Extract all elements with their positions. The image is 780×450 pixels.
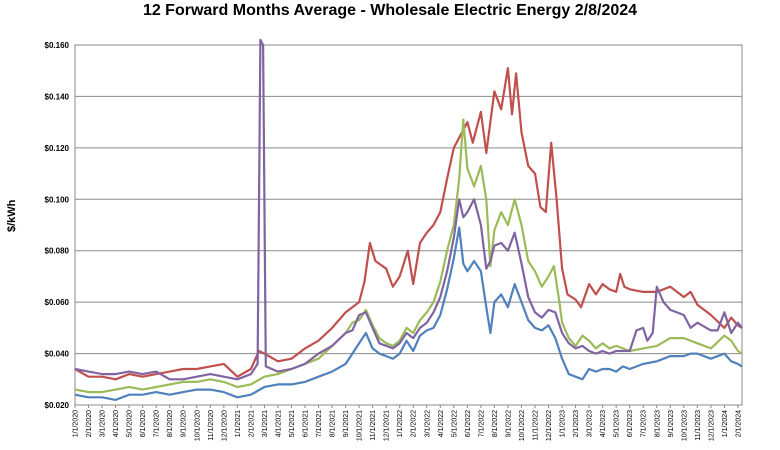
series-lines [74,38,743,401]
x-tick-label: 3/1/2020 [100,410,107,437]
y-tick-labels: $0.020 $0.040 $0.060 $0.080 $0.100 $0.120 $0.1… [45,41,70,410]
x-tick-label: 5/1/2021 [289,410,296,437]
x-tick-label: 12/1/2020 [221,410,228,441]
x-tick-label: 9/1/2020 [181,410,188,437]
x-tick-label: 3/1/2022 [424,410,431,437]
x-tick-label: 2/1/2024 [735,410,742,437]
x-tick-label: 1/1/2024 [722,410,729,437]
x-tick-label: 4/1/2021 [275,410,282,437]
series-line-3 [74,38,743,381]
x-tick-label: 9/1/2023 [668,410,675,437]
x-tick-label: 7/1/2023 [641,410,648,437]
x-tick-label: 8/1/2022 [492,410,499,437]
y-tick-label: $0.100 [45,195,70,204]
y-tick-label: $0.060 [45,298,70,307]
x-tick-label: 7/1/2020 [154,410,161,437]
y-tick-label: $0.160 [45,41,70,50]
x-tick-label: 10/1/2022 [519,410,526,441]
x-tick-labels: 1/1/2020 2/1/2020 3/1/2020 4/1/2020 5/1/2020… [73,405,742,441]
x-tick-label: 7/1/2022 [478,410,485,437]
x-tick-label: 6/1/2023 [627,410,634,437]
y-tick-label: $0.020 [45,401,70,410]
x-tick-label: 2/1/2021 [248,410,255,437]
series-line-2 [74,118,743,394]
series-line-4 [74,226,743,401]
x-tick-label: 2/1/2020 [86,410,93,437]
x-tick-label: 6/1/2021 [303,410,310,437]
y-tick-label: $0.040 [45,350,70,359]
x-tick-label: 2/1/2022 [411,410,418,437]
plot-area [74,44,743,406]
x-tick-label: 11/1/2023 [695,410,702,441]
chart-title: 12 Forward Months Average - Wholesale El… [142,2,638,19]
x-tick-label: 6/1/2022 [465,410,472,437]
x-tick-label: 6/1/2020 [140,410,147,437]
x-tick-label: 3/1/2021 [262,410,269,437]
x-tick-label: 11/1/2022 [533,410,540,441]
x-tick-label: 7/1/2021 [316,410,323,437]
x-tick-label: 10/1/2023 [681,410,688,441]
x-tick-label: 12/1/2021 [384,410,391,441]
x-tick-label: 1/1/2021 [235,410,242,437]
x-tick-label: 12/1/2023 [708,410,715,441]
x-tick-label: 4/1/2020 [113,410,120,437]
x-tick-label: 10/1/2021 [357,410,364,441]
x-tick-label: 4/1/2022 [438,410,445,437]
y-tick-label: $0.080 [45,247,70,256]
x-tick-label: 12/1/2022 [546,410,553,441]
x-tick-label: 4/1/2023 [600,410,607,437]
x-tick-label: 1/1/2020 [73,410,80,437]
x-tick-label: 8/1/2021 [330,410,337,437]
x-tick-label: 11/1/2020 [208,410,215,441]
series-line-1 [74,67,743,381]
x-tick-label: 2/1/2023 [573,410,580,437]
x-tick-label: 11/1/2021 [370,410,377,441]
x-tick-label: 5/1/2022 [451,410,458,437]
x-tick-label: 9/1/2021 [343,410,350,437]
y-tick-label: $0.120 [45,144,70,153]
x-tick-label: 3/1/2023 [587,410,594,437]
y-tick-label: $0.140 [45,92,70,101]
x-tick-label: 1/1/2023 [560,410,567,437]
x-tick-label: 9/1/2022 [505,410,512,437]
x-tick-label: 8/1/2020 [167,410,174,437]
x-tick-label: 5/1/2023 [614,410,621,437]
x-tick-label: 10/1/2020 [194,410,201,441]
x-tick-label: 5/1/2020 [127,410,134,437]
x-tick-label: 1/1/2022 [397,410,404,437]
x-tick-label: 8/1/2023 [654,410,661,437]
